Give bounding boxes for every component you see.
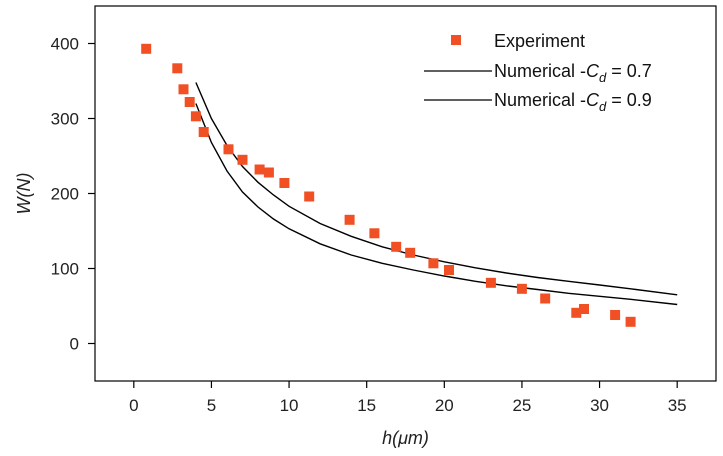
experiment-point bbox=[610, 310, 621, 320]
experiment-point bbox=[279, 178, 290, 188]
experiment-point bbox=[405, 247, 416, 258]
experiment-point bbox=[263, 167, 274, 178]
legend-label-cd-07: Numerical -Cd = 0.7 bbox=[494, 61, 652, 85]
experiment-point bbox=[198, 127, 209, 137]
experiment-series bbox=[141, 43, 636, 327]
y-axis-title: W(N) bbox=[14, 173, 34, 215]
x-tick-label: 25 bbox=[512, 396, 531, 415]
x-tick-label: 35 bbox=[668, 396, 687, 415]
x-tick-label: 5 bbox=[207, 396, 216, 415]
legend-label-experiment: Experiment bbox=[494, 31, 585, 51]
experiment-point bbox=[178, 84, 189, 95]
experiment-point bbox=[237, 154, 248, 165]
x-tick-label: 30 bbox=[590, 396, 609, 415]
legend-label-cd-09: Numerical -Cd = 0.9 bbox=[494, 90, 652, 114]
experiment-point bbox=[540, 293, 551, 304]
experiment-point bbox=[369, 228, 380, 239]
experiment-point bbox=[184, 97, 195, 107]
y-tick-label: 300 bbox=[51, 110, 79, 129]
numerical-line-2 bbox=[195, 103, 678, 306]
numerical-series bbox=[195, 82, 678, 306]
experiment-point bbox=[304, 191, 315, 202]
y-tick-label: 200 bbox=[51, 185, 79, 204]
experiment-point bbox=[516, 283, 527, 294]
experiment-point bbox=[391, 241, 402, 252]
experiment-point bbox=[625, 316, 636, 327]
legend-marker-experiment bbox=[451, 35, 461, 45]
experiment-point bbox=[223, 144, 234, 155]
experiment-point bbox=[141, 43, 152, 54]
experiment-point bbox=[254, 164, 265, 175]
experiment-point bbox=[444, 265, 454, 275]
axis-ticks: 0 5 10 15 20 25 30 35 0 100 200 300 400 bbox=[51, 35, 687, 416]
experiment-point bbox=[571, 307, 582, 318]
legend: Experiment Numerical -Cd = 0.7 Numerical… bbox=[424, 31, 652, 114]
experiment-point bbox=[579, 304, 589, 314]
y-tick-label: 100 bbox=[51, 260, 79, 279]
experiment-point bbox=[485, 277, 496, 288]
y-tick-label: 0 bbox=[70, 335, 79, 354]
x-tick-label: 10 bbox=[280, 396, 299, 415]
x-tick-label: 0 bbox=[129, 396, 138, 415]
numerical-line-1 bbox=[195, 82, 678, 296]
experiment-point bbox=[428, 258, 439, 269]
x-tick-label: 15 bbox=[357, 396, 376, 415]
x-tick-label: 20 bbox=[435, 396, 454, 415]
x-axis-title: h(μm) bbox=[382, 428, 429, 448]
experiment-point bbox=[190, 111, 201, 122]
experiment-point bbox=[172, 63, 183, 74]
y-tick-label: 400 bbox=[51, 35, 79, 54]
experiment-point bbox=[344, 214, 355, 225]
